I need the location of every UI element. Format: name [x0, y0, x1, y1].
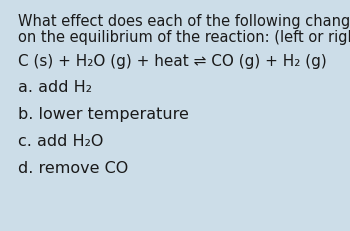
Text: C (s) + H₂O (g) + heat ⇌ CO (g) + H₂ (g): C (s) + H₂O (g) + heat ⇌ CO (g) + H₂ (g) [18, 54, 327, 69]
Text: on the equilibrium of the reaction: (left or right): on the equilibrium of the reaction: (lef… [18, 30, 350, 45]
Text: a. add H₂: a. add H₂ [18, 80, 92, 95]
Text: d. remove CO: d. remove CO [18, 161, 128, 176]
Text: b. lower temperature: b. lower temperature [18, 107, 189, 122]
Text: What effect does each of the following changes have: What effect does each of the following c… [18, 14, 350, 29]
Text: c. add H₂O: c. add H₂O [18, 134, 103, 149]
